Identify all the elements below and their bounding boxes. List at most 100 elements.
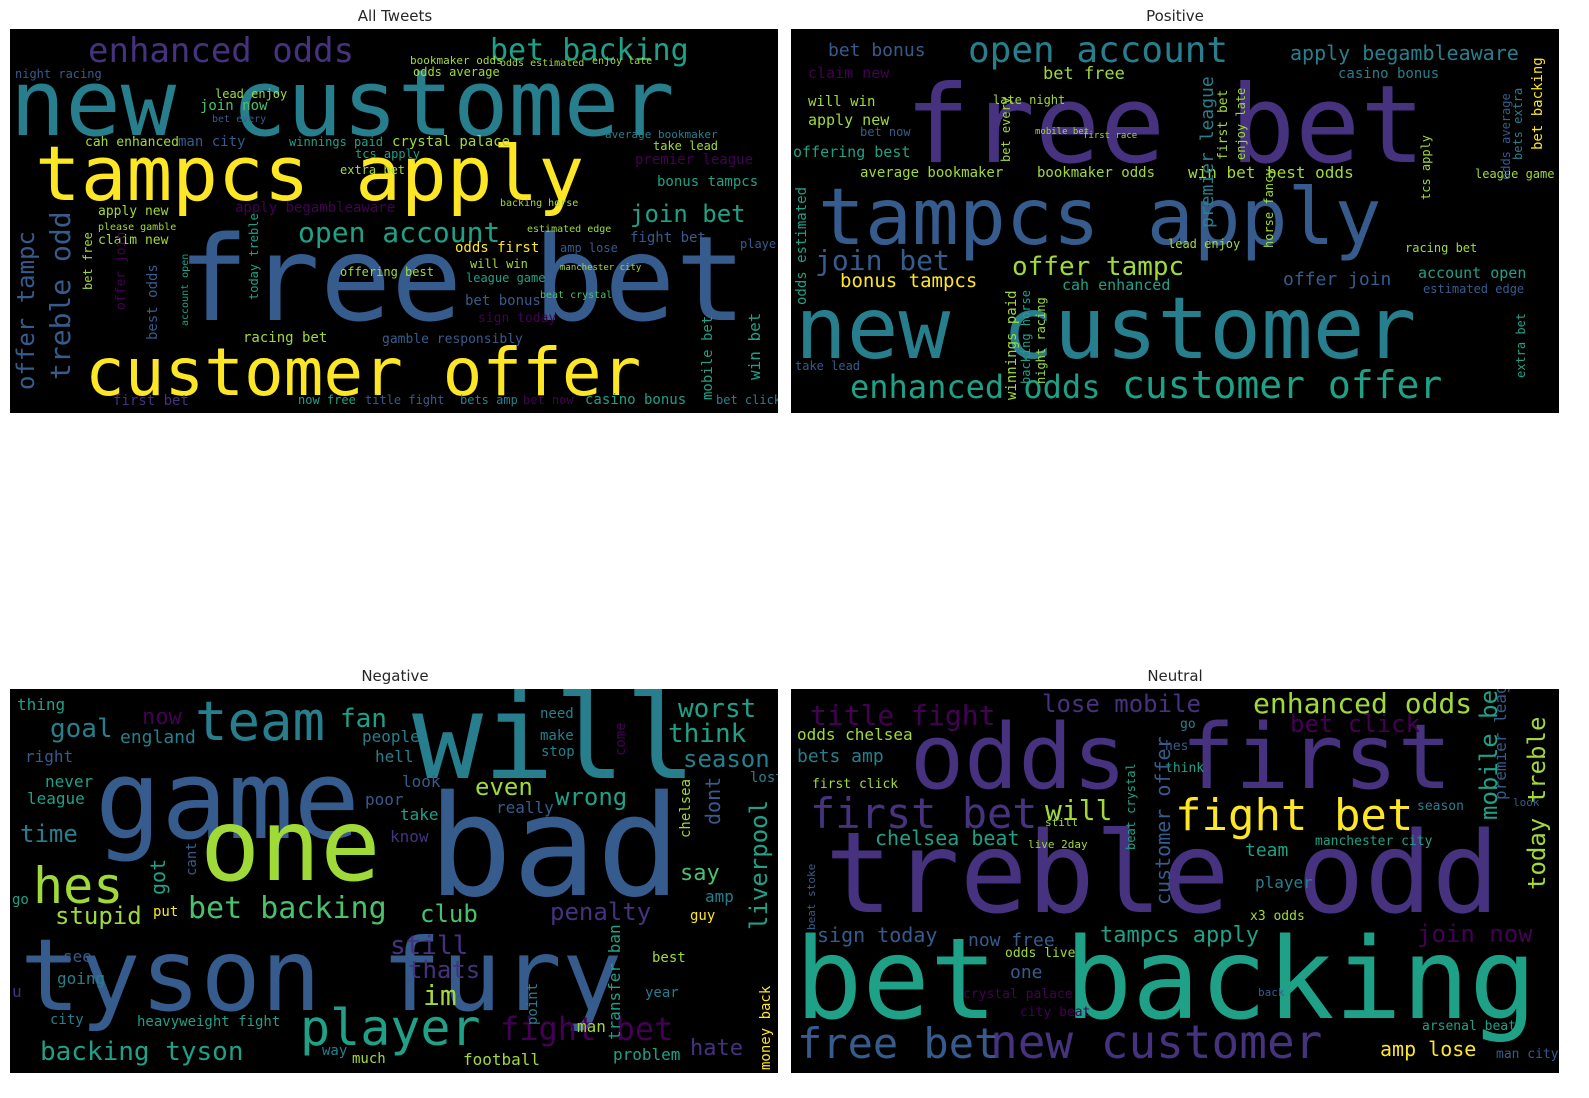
word-cloud-word: take lead (653, 139, 718, 153)
word-cloud-word: point (525, 983, 541, 1025)
word-cloud-word: estimated edge (1423, 282, 1524, 296)
word-cloud-word: even (475, 773, 533, 801)
word-cloud-word: x3 odds (1250, 909, 1305, 924)
word-cloud-word: odds estimated (500, 58, 584, 69)
word-cloud-word: league (27, 789, 85, 808)
word-cloud-word: liverpool (745, 800, 773, 930)
word-cloud-word: free bet (178, 210, 746, 348)
word-cloud-word: cant (184, 842, 200, 876)
word-cloud-word: offer join (1283, 269, 1391, 290)
word-cloud-word: bet bonus (828, 40, 926, 61)
word-cloud-word: free bet (905, 63, 1425, 188)
word-cloud-word: customer offer (1151, 736, 1175, 905)
word-cloud-word: extra bet (1514, 313, 1528, 378)
word-cloud: free bet tampcs apply new customer customer… (791, 29, 1559, 413)
panel-title: Negative (361, 667, 429, 685)
word-cloud-word: win bet (1188, 163, 1255, 182)
word-cloud-word: odds first (910, 705, 1452, 810)
word-cloud-word: apply begambleaware (1290, 41, 1519, 65)
word-cloud-word: join bet (630, 200, 746, 228)
word-cloud-word: now free (298, 393, 356, 407)
word-cloud-word: hate (690, 1036, 743, 1061)
word-cloud-word: hell (375, 747, 414, 766)
word-cloud-word: problem (613, 1045, 680, 1064)
panel-title: Positive (1146, 7, 1204, 25)
word-cloud-word: beat crystal (1124, 763, 1138, 850)
word-cloud-word: odds live (1005, 946, 1076, 961)
word-cloud-word: going (57, 969, 105, 988)
word-cloud-word: look (402, 772, 441, 791)
word-cloud-word: apply new (98, 204, 169, 219)
word-cloud-word: first bet (1216, 90, 1231, 160)
word-cloud-word: bonus tampcs (657, 174, 758, 190)
word-cloud-word: open account (968, 30, 1228, 71)
word-cloud-word: transfer ban (605, 924, 624, 1040)
word-cloud-word: league game (1475, 167, 1554, 181)
word-cloud-word: england (120, 727, 196, 748)
word-cloud-word: put (153, 904, 178, 920)
word-cloud-word: man city (1496, 1047, 1559, 1062)
word-cloud-word: fight bet (1175, 790, 1413, 841)
word-cloud-word: new customer (10, 50, 675, 157)
word-cloud-word: average bookmaker (605, 128, 718, 141)
word-cloud-word: player (1255, 873, 1313, 892)
word-cloud-word: backing horse (1019, 290, 1033, 384)
word-cloud-word: gamble responsibly (382, 332, 523, 347)
word-cloud: game will bad one tyson fury team hes player bet… (10, 689, 778, 1073)
word-cloud-word: treble odd (44, 211, 77, 380)
word-cloud-word: will win (808, 94, 875, 110)
word-cloud-word: make (540, 728, 574, 744)
word-cloud-word: offering best (793, 143, 910, 161)
word-cloud-word: join now (1417, 920, 1533, 948)
word-cloud-word: racing bet (243, 330, 327, 346)
word-cloud-word: got (146, 859, 170, 895)
word-cloud-word: team (195, 690, 325, 753)
word-cloud-word: way (322, 1043, 347, 1059)
word-cloud-word: bet now (523, 393, 574, 407)
word-cloud-word: bookmaker odds (410, 54, 503, 67)
word-cloud-word: wrong (555, 783, 627, 811)
word-cloud-word: live 2day (1028, 838, 1088, 851)
word-cloud-word: amp lose (560, 241, 618, 255)
word-cloud-word: new customer (990, 1015, 1322, 1069)
word-cloud-word: need (540, 706, 574, 722)
word-cloud-word: take (400, 805, 439, 824)
word-cloud-word: know (390, 827, 429, 846)
word-cloud-word: backing horse (500, 198, 578, 209)
word-cloud-word: still (1045, 816, 1078, 829)
word-cloud-word: mobile bet (1035, 127, 1089, 137)
word-cloud-word: odds average (413, 65, 500, 79)
word-cloud-word: crystal palace (963, 987, 1073, 1002)
word-cloud-word: open account (298, 216, 500, 249)
word-cloud-word: one (1010, 962, 1043, 983)
word-cloud-word: lose mobile (1042, 690, 1201, 718)
word-cloud-word: bet free (81, 232, 95, 290)
word-cloud-word: club (420, 900, 478, 928)
word-cloud-word: best odds (1267, 163, 1354, 182)
word-cloud-word: poor (365, 790, 404, 809)
word-cloud-word: one (200, 787, 381, 904)
word-cloud-word: people (362, 727, 420, 746)
word-cloud-word: bet every (212, 114, 266, 125)
word-cloud-word: casino bonus (1338, 66, 1439, 82)
word-cloud-word: bet click (716, 393, 778, 407)
word-cloud-word: amp (705, 887, 734, 906)
word-cloud-word: take lead (795, 359, 860, 373)
word-cloud-word: premier league (635, 152, 753, 168)
word-cloud-word: offering best (340, 265, 434, 279)
word-cloud-word: heavyweight fight (137, 1014, 280, 1030)
word-cloud-word: first bet (113, 393, 189, 409)
word-cloud-word: premier league (1491, 689, 1510, 800)
word-cloud-word: beat stoke (805, 864, 818, 930)
word-cloud-word: player (740, 237, 778, 251)
word-cloud-word: odds average (1499, 93, 1513, 180)
word-cloud-word: game (95, 736, 360, 864)
word-cloud-word: join now (200, 98, 268, 114)
word-cloud-word: tampcs apply (1100, 923, 1259, 948)
word-cloud-word: winnings paid (1004, 290, 1020, 400)
word-cloud-word: worst (678, 694, 756, 724)
word-cloud-word: will (1045, 794, 1112, 827)
word-cloud-word: come (613, 722, 629, 756)
